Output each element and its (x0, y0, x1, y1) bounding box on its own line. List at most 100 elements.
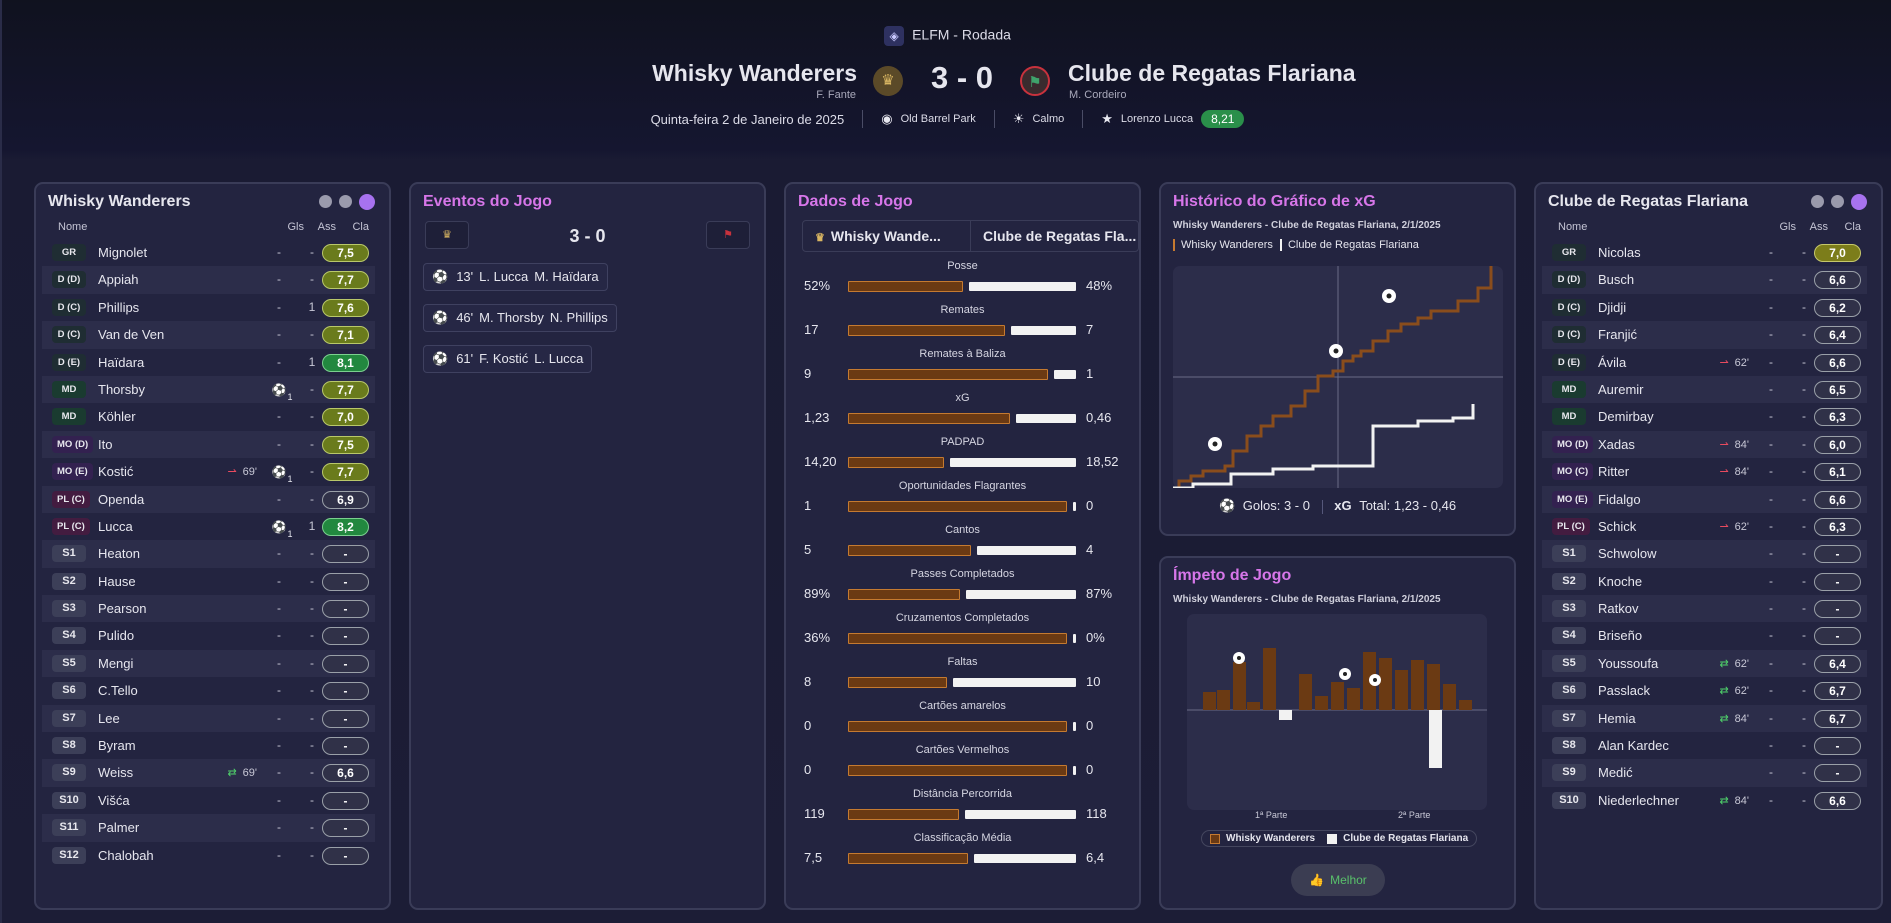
col-assists[interactable]: Ass (317, 221, 336, 233)
player-row[interactable]: S1 Schwolow - - - (1542, 540, 1867, 568)
player-row[interactable]: S10 Višća - - - (42, 787, 375, 814)
player-row[interactable]: S8 Alan Kardec - - - (1542, 732, 1867, 759)
view-dot[interactable] (1831, 195, 1844, 208)
player-row[interactable]: MO (D) Xadas ⇀ 84' - -6,0 (1542, 430, 1867, 459)
player-name[interactable]: Heaton (98, 546, 140, 562)
player-row[interactable]: MO (E) Fidalgo - -6,6 (1542, 485, 1867, 513)
view-dot[interactable] (339, 195, 352, 208)
player-name[interactable]: Djidji (1598, 299, 1627, 315)
player-name[interactable]: Knoche (1598, 573, 1643, 589)
player-row[interactable]: S8 Byram - - - (42, 732, 375, 759)
player-name[interactable]: Medić (1598, 765, 1633, 781)
player-row[interactable]: PL (C) Lucca ⚽ 1 1 8,2 (42, 513, 375, 540)
player-row[interactable]: S4 Briseño - - - (1542, 622, 1867, 649)
player-row[interactable]: D (E) Haïdara - 1 8,1 (42, 349, 375, 376)
view-dot[interactable] (319, 195, 332, 208)
player-name[interactable]: Palmer (98, 820, 140, 836)
player-name[interactable]: Thorsby (98, 381, 145, 397)
goal-event[interactable]: ⚽ 46' M. Thorsby N. Phillips (423, 304, 617, 332)
player-name[interactable]: Niederlechner (1598, 792, 1679, 808)
player-name[interactable]: Franjić (1598, 327, 1638, 343)
tab-away-team[interactable]: Clube de Regatas Fla...⚑ (970, 221, 1138, 251)
player-name[interactable]: Hemia (1598, 710, 1636, 726)
goal-event[interactable]: ⚽ 61' F. Kostić L. Lucca (423, 345, 593, 373)
tab-home-team[interactable]: ♛ Whisky Wande... (815, 228, 941, 244)
away-team-name[interactable]: Clube de Regatas Flariana (1068, 60, 1356, 86)
player-name[interactable]: Köhler (98, 409, 136, 425)
player-row[interactable]: D (D) Appiah - -7,7 (42, 266, 375, 294)
player-name[interactable]: Ritter (1598, 464, 1630, 480)
player-row[interactable]: S10 Niederlechner ⇄ 84' - -6,6 (1542, 787, 1867, 814)
player-name[interactable]: Schick (1598, 518, 1637, 534)
player-name[interactable]: Alan Kardec (1598, 738, 1669, 754)
player-name[interactable]: Hause (98, 573, 136, 589)
player-row[interactable]: GR Mignolet - -7,5 (42, 239, 375, 266)
player-row[interactable]: D (E) Ávila ⇀ 62' - -6,6 (1542, 349, 1867, 376)
player-name[interactable]: Ratkov (1598, 601, 1639, 617)
player-name[interactable]: C.Tello (98, 683, 138, 699)
player-name[interactable]: Weiss (98, 765, 134, 781)
goal-event[interactable]: ⚽ 13' L. Lucca M. Haïdara (423, 263, 608, 291)
player-row[interactable]: GR Nicolas - -7,0 (1542, 239, 1867, 266)
player-name[interactable]: Chalobah (98, 847, 154, 863)
player-name[interactable]: Xadas (1598, 436, 1635, 452)
best-button[interactable]: 👍 Melhor (1291, 864, 1385, 896)
view-toggle[interactable] (1811, 194, 1867, 210)
player-row[interactable]: PL (C) Openda - -6,9 (42, 485, 375, 513)
col-goals[interactable]: Gls (1779, 221, 1797, 233)
view-dot-active[interactable] (359, 194, 375, 210)
player-name[interactable]: Fidalgo (1598, 491, 1641, 507)
player-row[interactable]: D (C) Van de Ven - -7,1 (42, 321, 375, 349)
player-name[interactable]: Ávila (1598, 354, 1627, 370)
player-name[interactable]: Schwolow (1598, 546, 1657, 562)
col-assists[interactable]: Ass (1809, 221, 1828, 233)
player-name[interactable]: Nicolas (1598, 245, 1641, 260)
player-row[interactable]: S2 Knoche - - - (1542, 568, 1867, 595)
player-row[interactable]: S5 Youssoufa ⇄ 62' - -6,4 (1542, 649, 1867, 678)
player-name[interactable]: Lucca (98, 518, 133, 534)
player-name[interactable]: Mignolet (98, 245, 148, 260)
player-row[interactable]: S3 Pearson - - - (42, 595, 375, 623)
player-name[interactable]: Haïdara (98, 354, 145, 370)
view-toggle[interactable] (319, 194, 375, 210)
player-name[interactable]: Van de Ven (98, 327, 165, 343)
player-name[interactable]: Pearson (98, 601, 147, 617)
player-row[interactable]: D (C) Djidji - -6,2 (1542, 294, 1867, 321)
home-crest-icon[interactable]: ♛ (873, 66, 903, 96)
motm-name[interactable]: Lorenzo Lucca (1120, 113, 1194, 125)
player-row[interactable]: S9 Weiss ⇄ 69' - -6,6 (42, 759, 375, 787)
player-row[interactable]: D (D) Busch - -6,6 (1542, 266, 1867, 294)
player-row[interactable]: S7 Hemia ⇄ 84' - -6,7 (1542, 704, 1867, 733)
player-row[interactable]: D (C) Phillips - 1 7,6 (42, 294, 375, 321)
player-row[interactable]: S3 Ratkov - - - (1542, 595, 1867, 623)
player-row[interactable]: S1 Heaton - - - (42, 540, 375, 568)
xg-chart[interactable] (1173, 266, 1503, 490)
player-row[interactable]: PL (C) Schick ⇀ 62' - -6,3 (1542, 513, 1867, 540)
away-crest-icon[interactable]: ⚑ (1020, 66, 1050, 96)
col-name[interactable]: Nome (1558, 221, 1588, 233)
view-dot-active[interactable] (1851, 194, 1867, 210)
player-name[interactable]: Ito (98, 436, 113, 452)
player-row[interactable]: MO (C) Ritter ⇀ 84' - -6,1 (1542, 458, 1867, 485)
col-name[interactable]: Nome (58, 221, 88, 233)
player-row[interactable]: MD Köhler - -7,0 (42, 403, 375, 430)
player-name[interactable]: Busch (1598, 272, 1635, 288)
player-row[interactable]: S4 Pulido - - - (42, 622, 375, 649)
player-row[interactable]: S11 Palmer - - - (42, 814, 375, 842)
player-name[interactable]: Auremir (1598, 381, 1644, 397)
player-name[interactable]: Openda (98, 491, 145, 507)
player-name[interactable]: Višća (98, 792, 130, 808)
player-name[interactable]: Kostić (98, 464, 134, 480)
away-manager[interactable]: M. Cordeiro (1069, 89, 1127, 101)
player-row[interactable]: MD Thorsby ⚽ 1 -7,7 (42, 375, 375, 404)
player-row[interactable]: S2 Hause - - - (42, 568, 375, 595)
player-name[interactable]: Briseño (1598, 628, 1643, 644)
view-dot[interactable] (1811, 195, 1824, 208)
player-row[interactable]: S9 Medić - - - (1542, 759, 1867, 787)
player-row[interactable]: MO (D) Ito - -7,5 (42, 430, 375, 459)
player-row[interactable]: S7 Lee - - - (42, 704, 375, 733)
player-name[interactable]: Passlack (1598, 683, 1651, 699)
player-name[interactable]: Byram (98, 738, 136, 754)
player-row[interactable]: S5 Mengi - - - (42, 649, 375, 678)
player-name[interactable]: Mengi (98, 655, 134, 671)
